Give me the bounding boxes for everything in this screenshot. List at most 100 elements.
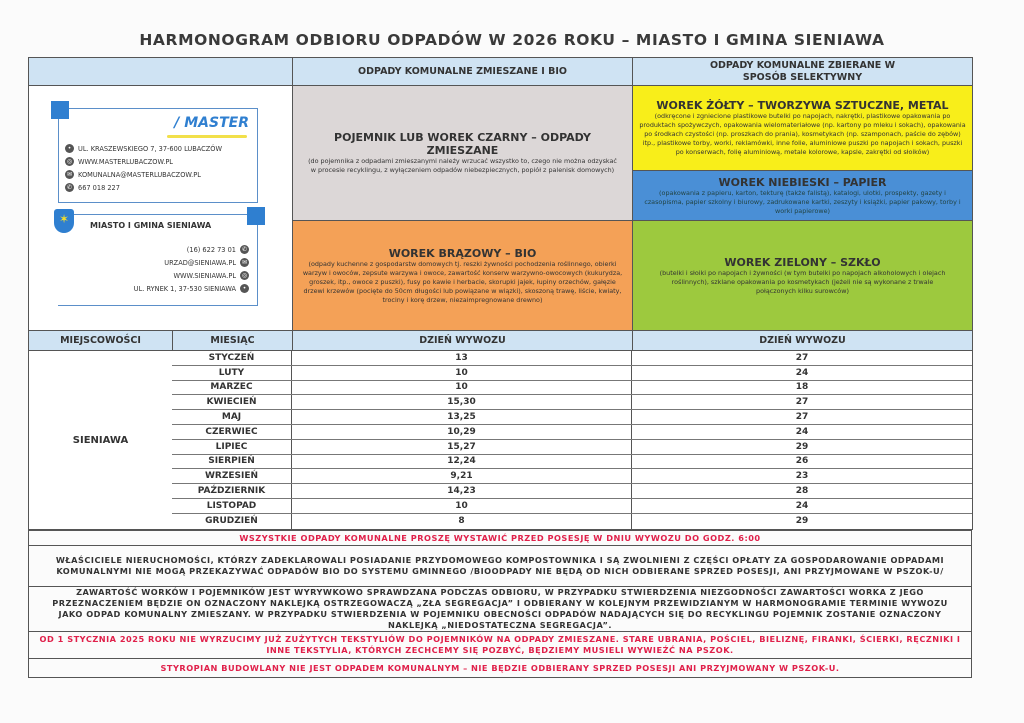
bin-blue: WOREK NIEBIESKI – PAPIER (opakowania z p… (632, 170, 973, 221)
bin-blue-desc: (opakowania z papieru, karton, tekturę (… (644, 188, 961, 215)
day-selective-cell: 23 (795, 471, 809, 482)
month-cell: STYCZEŃ (172, 351, 292, 365)
header-blank (28, 57, 293, 86)
bin-brown-desc: (odpady kuchenne z gospodarstw domowych … (302, 259, 623, 304)
logo-swoosh (167, 135, 247, 138)
day-mixed-cell: 10 (292, 380, 632, 395)
coat-of-arms-icon: ✶ (54, 209, 74, 233)
day-mixed-cell: 10,29 (292, 425, 632, 439)
gmina-www[interactable]: WWW.SIENIAWA.PL (173, 271, 236, 280)
master-www[interactable]: WWW.MASTERLUBACZOW.PL (78, 157, 173, 166)
month-cell: WRZESIEŃ (172, 469, 292, 484)
month-cell: KWIECIEŃ (172, 395, 292, 410)
table-row: GRUDZIEŃ 8 29 (172, 513, 972, 529)
note-styrofoam: STYROPIAN BUDOWLANY NIE JEST ODPADEM KOM… (28, 658, 972, 678)
gmina-phone: (16) 622 73 01 (186, 245, 236, 254)
decor-square (51, 101, 69, 119)
bin-yellow: WOREK ŻÓŁTY – TWORZYWA SZTUCZNE, METAL (… (632, 85, 973, 171)
bin-black-title: POJEMNIK LUB WOREK CZARNY – ODPADY ZMIES… (334, 131, 591, 157)
locality-cell: SIENIAWA (28, 350, 173, 530)
month-cell: LISTOPAD (172, 499, 292, 513)
month-cell: LUTY (172, 365, 292, 380)
day-mixed-cell: 14,23 (292, 484, 632, 498)
location-icon: • (240, 284, 249, 293)
header-mixed: ODPADY KOMUNALNE ZMIESZANE I BIO (292, 57, 633, 86)
day-selective-cell: 28 (795, 486, 809, 497)
month-cell: GRUDZIEŃ (172, 513, 292, 529)
month-cell: SIERPIEŃ (172, 454, 292, 469)
locality-name: SIENIAWA (72, 434, 129, 446)
month-cell: MARZEC (172, 380, 292, 395)
phone-icon: ✆ (240, 245, 249, 254)
col-month: MIESIĄC (172, 330, 293, 351)
table-row: PAŹDZIERNIK 14,23 28 (172, 484, 972, 499)
day-mixed-cell: 13,25 (292, 410, 632, 424)
location-icon: • (65, 144, 74, 153)
note-composting: WŁAŚCICIELE NIERUCHOMOŚCI, KTÓRZY ZADEKL… (28, 545, 972, 587)
day-selective-cell: 27 (795, 397, 809, 408)
header-selective: ODPADY KOMUNALNE ZBIERANE W SPOSÓB SELEK… (632, 57, 973, 86)
decor-square (247, 207, 265, 225)
month-cell: PAŹDZIERNIK (172, 484, 292, 498)
master-card: / MASTER • UL. KRASZEWSKIEGO 7, 37-600 LU… (51, 101, 258, 203)
day-selective-cell: 29 (795, 441, 809, 452)
day-selective-cell: 18 (795, 382, 809, 393)
day-mixed-cell: 10 (292, 365, 632, 380)
day-mixed-cell: 8 (292, 513, 632, 529)
bin-yellow-desc: (odkręcone i zgniecione plastikowe butel… (639, 112, 966, 156)
bin-green: WOREK ZIELONY – SZKŁO (butelki i słoiki … (632, 220, 973, 331)
bin-black-desc: (do pojemnika z odpadami zmieszanymi nal… (308, 157, 617, 174)
globe-icon: ◎ (65, 157, 74, 166)
day-selective-cell: 26 (795, 456, 809, 467)
globe-icon: ◎ (240, 271, 249, 280)
schedule-table: STYCZEŃ 13 27 LUTY 10 24 MARZEC 10 18 KWIECIEŃ 15,… (172, 350, 973, 530)
gmina-name: MIASTO I GMINA SIENIAWA (90, 221, 212, 230)
gmina-address: UL. RYNEK 1, 37-530 SIENIAWA (133, 284, 236, 293)
gmina-card: ✶ MIASTO I GMINA SIENIAWA (16) 622 73 01… (54, 207, 265, 306)
master-logo: / MASTER (174, 115, 249, 131)
phone-icon: ✆ (65, 183, 74, 192)
month-cell: LIPIEC (172, 439, 292, 454)
mail-icon: ✉ (240, 258, 249, 267)
master-address: UL. KRASZEWSKIEGO 7, 37-600 LUBACZÓW (78, 144, 223, 153)
day-mixed-cell: 15,27 (292, 439, 632, 454)
master-email[interactable]: KOMUNALNA@MASTERLUBACZOW.PL (78, 170, 201, 179)
bin-blue-title: WOREK NIEBIESKI – PAPIER (718, 175, 887, 189)
table-row: MAJ 13,25 27 (172, 410, 972, 425)
master-phone: 667 018 227 (78, 183, 120, 192)
table-row: KWIECIEŃ 15,30 27 (172, 395, 972, 411)
bin-brown: WOREK BRĄZOWY – BIO (odpady kuchenne z g… (292, 220, 633, 331)
col-day-mixed: DZIEŃ WYWOZU (292, 330, 633, 351)
col-day-selective: DZIEŃ WYWOZU (632, 330, 973, 351)
table-row: CZERWIEC 10,29 24 (172, 425, 972, 440)
day-selective-cell: 29 (795, 516, 809, 527)
month-cell: CZERWIEC (172, 425, 292, 439)
day-selective-cell: 27 (795, 412, 809, 423)
day-selective-cell: 27 (795, 352, 809, 363)
table-row: WRZESIEŃ 9,21 23 (172, 469, 972, 485)
note-textiles: OD 1 STYCZNIA 2025 ROKU NIE WYRZUCIMY JU… (28, 631, 972, 659)
table-row: LIPIEC 15,27 29 (172, 439, 972, 455)
mail-icon: ✉ (65, 170, 74, 179)
table-row: STYCZEŃ 13 27 (172, 351, 972, 366)
note-time: WSZYSTKIE ODPADY KOMUNALNE PROSZĘ WYSTAW… (28, 530, 972, 546)
day-mixed-cell: 9,21 (292, 469, 632, 484)
page-title: HARMONOGRAM ODBIORU ODPADÓW W 2026 ROKU … (139, 31, 885, 49)
gmina-email[interactable]: URZAD@SIENIAWA.PL (164, 258, 236, 267)
bin-yellow-title: WOREK ŻÓŁTY – TWORZYWA SZTUCZNE, METAL (656, 99, 949, 112)
table-row: LUTY 10 24 (172, 365, 972, 381)
table-row: MARZEC 10 18 (172, 380, 972, 396)
day-mixed-cell: 13 (292, 351, 632, 365)
bin-green-desc: (butelki i słoiki po napojach i żywności… (659, 268, 946, 295)
day-selective-cell: 24 (795, 500, 809, 511)
day-mixed-cell: 12,24 (292, 454, 632, 469)
day-mixed-cell: 15,30 (292, 395, 632, 410)
table-row: SIERPIEŃ 12,24 26 (172, 454, 972, 470)
day-selective-cell: 24 (795, 426, 809, 437)
table-row: LISTOPAD 10 24 (172, 499, 972, 514)
bin-black: POJEMNIK LUB WOREK CZARNY – ODPADY ZMIES… (292, 85, 633, 221)
day-selective-cell: 24 (795, 367, 809, 378)
col-locality: MIEJSCOWOŚCI (28, 330, 173, 351)
month-cell: MAJ (172, 410, 292, 424)
bin-green-title: WOREK ZIELONY – SZKŁO (724, 255, 881, 269)
